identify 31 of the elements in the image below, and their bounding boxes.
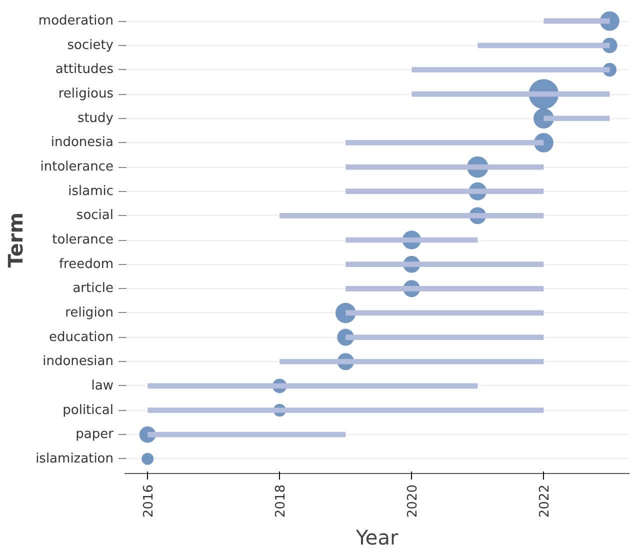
y-tick-label: moderation xyxy=(38,14,114,29)
y-tick-label: islamization xyxy=(36,451,114,466)
y-tick-label: education xyxy=(48,330,114,345)
bar xyxy=(346,310,544,316)
x-tick-label: 2018 xyxy=(274,484,289,518)
y-tick-label: society xyxy=(67,38,114,53)
y-tick-label: religious xyxy=(58,86,114,102)
x-axis-title: Year xyxy=(354,526,399,550)
y-axis-title: Term xyxy=(4,212,28,268)
y-tick-label: indonesian xyxy=(42,354,114,370)
bar xyxy=(412,91,610,97)
y-tick-label: attitudes xyxy=(55,62,114,78)
y-tick-label: social xyxy=(76,208,114,224)
bar xyxy=(544,18,610,24)
x-tick-label: 2016 xyxy=(142,484,157,518)
y-tick-label: paper xyxy=(76,427,114,442)
x-tick-label: 2020 xyxy=(406,484,421,518)
bar xyxy=(544,116,610,122)
y-tick-label: political xyxy=(62,402,114,418)
x-tick-label: 2022 xyxy=(538,484,553,518)
y-tick-label: islamic xyxy=(68,184,114,199)
y-tick-label: indonesia xyxy=(50,135,114,150)
bar xyxy=(346,140,544,146)
y-tick-label: intolerance xyxy=(40,160,114,175)
bar xyxy=(346,164,544,170)
y-tick-label: tolerance xyxy=(52,232,114,248)
y-tick-label: study xyxy=(77,110,114,126)
y-tick-label: article xyxy=(72,281,114,296)
y-tick-label: religion xyxy=(65,305,114,320)
y-tick-label: law xyxy=(91,378,114,394)
y-tick-label: freedom xyxy=(59,256,114,272)
